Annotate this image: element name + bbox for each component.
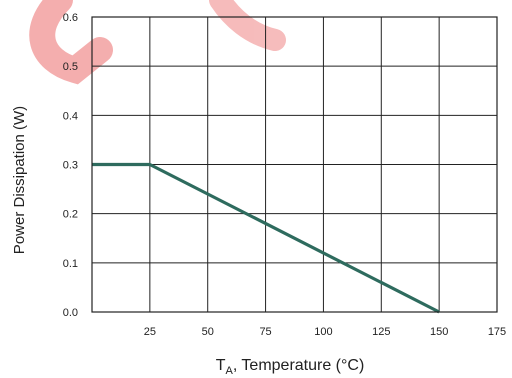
x-tick-label-2: 75 <box>259 326 271 338</box>
x-tick-label-4: 125 <box>372 326 390 338</box>
series-group <box>92 162 440 314</box>
x-axis-label: TA, Temperature (°C) <box>216 357 365 377</box>
y-tick-label-4: 0.4 <box>63 110 78 122</box>
y-tick-label-6: 0.6 <box>63 12 78 24</box>
x-tick-label-6: 175 <box>488 326 506 338</box>
x-axis-label-main: T <box>216 357 226 374</box>
x-tick-labels: 25 50 75 100 125 150 175 <box>144 326 506 338</box>
watermark-stroke-left <box>29 0 113 85</box>
x-tick-label-1: 50 <box>202 326 214 338</box>
y-tick-label-1: 0.1 <box>63 258 78 270</box>
y-axis-label: Power Dissipation (W) <box>11 106 28 254</box>
watermark-stroke-right <box>209 0 286 51</box>
plot-frame <box>91 16 498 313</box>
series-line-0 <box>92 162 440 314</box>
plot-border <box>91 16 498 313</box>
y-tick-label-0: 0.0 <box>63 307 78 319</box>
x-axis-label-rest: , Temperature (°C) <box>233 357 364 374</box>
y-tick-labels: 0.0 0.1 0.2 0.3 0.4 0.5 0.6 <box>63 12 78 319</box>
y-tick-label-2: 0.2 <box>63 209 78 221</box>
y-tick-label-5: 0.5 <box>63 61 78 73</box>
x-tick-label-5: 150 <box>430 326 448 338</box>
watermark <box>29 0 286 85</box>
x-axis-label-sub: A <box>225 365 233 377</box>
x-tick-label-3: 100 <box>314 326 332 338</box>
x-tick-label-0: 25 <box>144 326 156 338</box>
y-tick-label-3: 0.3 <box>63 160 78 172</box>
